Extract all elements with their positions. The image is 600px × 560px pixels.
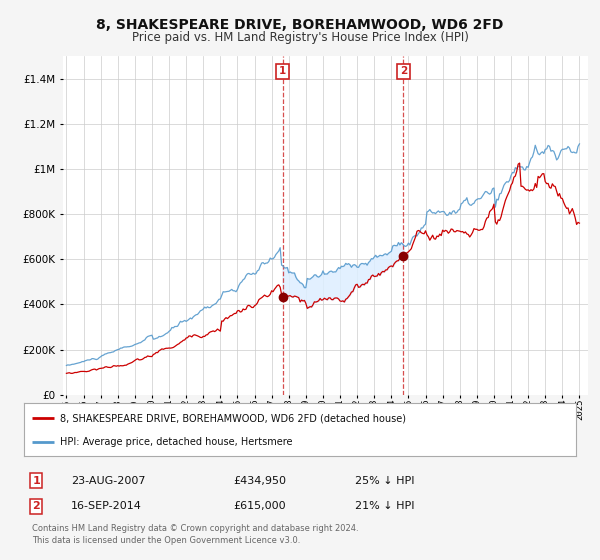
Text: HPI: Average price, detached house, Hertsmere: HPI: Average price, detached house, Hert… bbox=[60, 436, 292, 446]
Text: 21% ↓ HPI: 21% ↓ HPI bbox=[355, 501, 415, 511]
Text: 2: 2 bbox=[400, 66, 407, 76]
Text: 2: 2 bbox=[32, 501, 40, 511]
Text: 16-SEP-2014: 16-SEP-2014 bbox=[71, 501, 142, 511]
Text: £434,950: £434,950 bbox=[234, 475, 287, 486]
Text: Contains HM Land Registry data © Crown copyright and database right 2024.
This d: Contains HM Land Registry data © Crown c… bbox=[32, 524, 359, 545]
Text: 8, SHAKESPEARE DRIVE, BOREHAMWOOD, WD6 2FD (detached house): 8, SHAKESPEARE DRIVE, BOREHAMWOOD, WD6 2… bbox=[60, 413, 406, 423]
Text: 1: 1 bbox=[279, 66, 286, 76]
Text: 8, SHAKESPEARE DRIVE, BOREHAMWOOD, WD6 2FD: 8, SHAKESPEARE DRIVE, BOREHAMWOOD, WD6 2… bbox=[97, 18, 503, 32]
Text: 25% ↓ HPI: 25% ↓ HPI bbox=[355, 475, 415, 486]
Text: 1: 1 bbox=[32, 475, 40, 486]
Text: Price paid vs. HM Land Registry's House Price Index (HPI): Price paid vs. HM Land Registry's House … bbox=[131, 31, 469, 44]
Text: £615,000: £615,000 bbox=[234, 501, 286, 511]
Text: 23-AUG-2007: 23-AUG-2007 bbox=[71, 475, 145, 486]
